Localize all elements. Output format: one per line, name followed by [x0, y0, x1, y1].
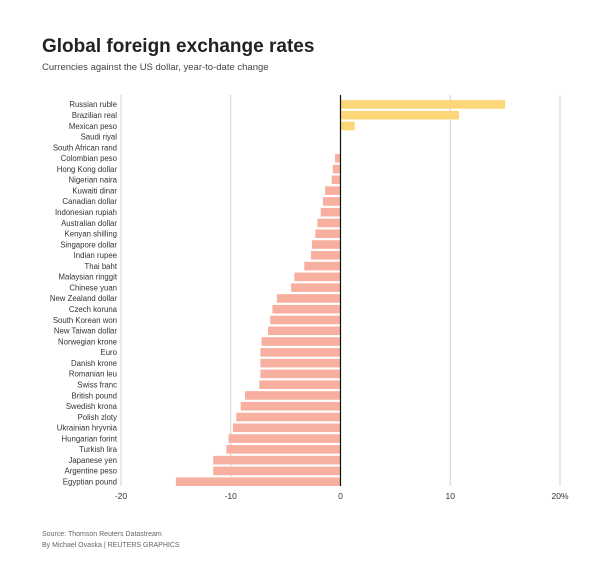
category-label: Hong Kong dollar	[57, 165, 118, 174]
category-label: Indonesian rupiah	[55, 208, 117, 217]
bar-kuwaiti-dinar	[325, 186, 341, 195]
category-label: Swiss franc	[77, 380, 117, 389]
category-label: British pound	[71, 391, 117, 400]
category-label: Japanese yen	[68, 456, 117, 465]
gridlines	[120, 95, 561, 486]
category-label: Polish zloty	[78, 413, 118, 422]
category-label: Mexican peso	[69, 122, 118, 131]
bar-chinese-yuan	[291, 283, 341, 292]
category-label: Euro	[101, 348, 118, 357]
bar-canadian-dollar	[322, 197, 341, 206]
bar-indian-rupee	[310, 251, 341, 260]
bar-argentine-peso	[213, 466, 341, 476]
bar-mexican-peso	[340, 121, 355, 131]
category-label: Egyptian pound	[63, 477, 117, 486]
category-label: New Zealand dollar	[50, 294, 118, 303]
x-tick-label: 20%	[551, 491, 568, 501]
bar-indonesian-rupiah	[320, 207, 341, 217]
category-label: Turkish lira	[79, 445, 117, 454]
bar-swiss-franc	[259, 380, 341, 389]
category-label: Saudi riyal	[81, 133, 118, 142]
category-label: Canadian dollar	[62, 197, 117, 206]
bar-kenyan-shilling	[315, 229, 341, 239]
bar-new-zealand-dollar	[276, 294, 341, 303]
credit-note: By Michael Ovaska | REUTERS GRAPHICS	[42, 542, 180, 549]
bar-singapore-dollar	[311, 240, 341, 249]
bar-nigerian-naira	[331, 175, 341, 185]
x-tick-label: -20	[115, 491, 128, 501]
x-tick-label: -10	[225, 491, 238, 501]
category-label: Swedish krona	[66, 402, 118, 411]
category-labels: Russian ruble Brazilian real Mexican peso S…	[50, 100, 118, 486]
bar-romanian-leu	[260, 369, 341, 379]
x-axis-ticks: -20 -10 0 10 20%	[115, 491, 569, 501]
x-tick-label: 10	[446, 491, 456, 501]
category-label: Russian ruble	[69, 100, 117, 109]
bar-russian-ruble	[340, 100, 506, 109]
bar-thai-baht	[304, 261, 341, 271]
bar-hungarian-forint	[228, 434, 341, 443]
bar-japanese-yen	[213, 455, 341, 465]
bar-swedish-krona	[240, 401, 341, 411]
bar-czech-koruna	[272, 304, 341, 314]
bar-british-pound	[245, 391, 341, 400]
category-label: Nigerian naira	[68, 176, 117, 185]
bar-hong-kong-dollar	[332, 164, 341, 174]
category-label: South African rand	[53, 143, 117, 152]
category-label: Australian dollar	[61, 219, 117, 228]
category-label: Kenyan shilling	[65, 230, 117, 239]
category-label: Thai baht	[84, 262, 117, 271]
bar-ukrainian-hryvnia	[232, 423, 341, 433]
bar-malaysian-ringgit	[294, 272, 341, 282]
category-label: Argentine peso	[65, 467, 118, 476]
bar-norwegian-krone	[261, 337, 341, 346]
chart-subtitle: Currencies against the US dollar, year-t…	[42, 62, 269, 73]
bar-new-taiwan-dollar	[268, 326, 341, 336]
category-label: Czech koruna	[69, 305, 118, 314]
category-label: Malaysian ringgit	[58, 273, 117, 282]
category-label: Hungarian forint	[62, 434, 118, 443]
category-label: Ukrainian hryvnia	[57, 424, 118, 433]
category-label: Kuwaiti dinar	[72, 186, 117, 195]
category-label: Indian rupee	[74, 251, 117, 260]
bar-polish-zloty	[236, 412, 341, 422]
category-label: Brazilian real	[72, 111, 117, 120]
category-label: Singapore dollar	[60, 240, 117, 249]
chart-title: Global foreign exchange rates	[42, 36, 315, 57]
category-label: Romanian leu	[69, 370, 117, 379]
bars	[175, 100, 506, 486]
category-label: Norwegian krone	[58, 337, 117, 346]
bar-egyptian-pound	[175, 477, 341, 486]
category-label: Colombian peso	[61, 154, 118, 163]
category-label: New Taiwan dollar	[54, 327, 118, 336]
bar-brazilian-real	[340, 110, 460, 120]
source-note: Source: Thomson Reuters Datastream	[42, 531, 162, 538]
category-label: Danish krone	[71, 359, 117, 368]
category-label: South Korean won	[53, 316, 117, 325]
category-label: Chinese yuan	[69, 283, 117, 292]
bar-danish-krone	[260, 358, 341, 368]
x-tick-label: 0	[338, 491, 343, 501]
bar-euro	[260, 348, 341, 357]
bar-south-korean-won	[270, 315, 341, 325]
bar-turkish-lira	[226, 445, 341, 454]
bar-australian-dollar	[317, 218, 341, 228]
bar-colombian-peso	[335, 153, 341, 163]
